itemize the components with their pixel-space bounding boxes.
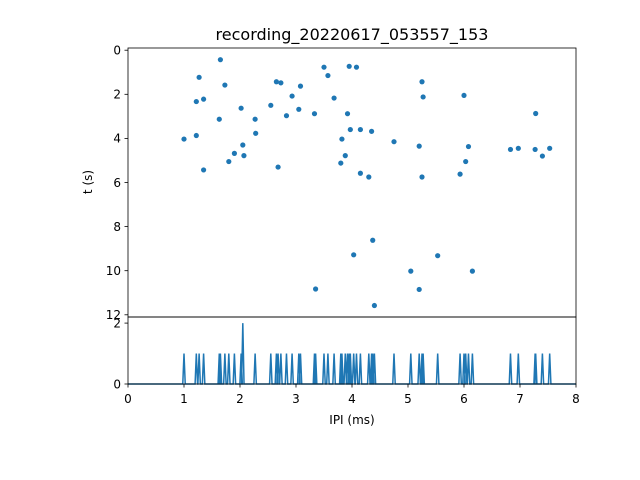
scatter-point: [268, 102, 274, 108]
scatter-point: [252, 116, 258, 122]
chart-title: recording_20220617_053557_153: [216, 25, 489, 45]
scatter-point: [193, 132, 199, 139]
scatter-point: [371, 302, 377, 309]
scatter-point: [283, 113, 290, 119]
histogram-x-axis-label: IPI (ms): [329, 413, 374, 427]
scatter-point: [226, 158, 232, 165]
scatter-point: [325, 72, 331, 79]
scatter-point: [547, 145, 553, 151]
scatter-point: [240, 142, 246, 148]
scatter-point: [369, 128, 375, 134]
histogram-x-tick-label: 4: [348, 392, 356, 406]
scatter-point: [469, 268, 475, 274]
scatter-point: [533, 110, 539, 117]
histogram-y-tick-label: 0: [113, 377, 121, 391]
scatter-point: [366, 174, 372, 180]
scatter-y-tick-label: 8: [113, 220, 121, 234]
scatter-point: [321, 64, 327, 70]
scatter-y-ticks: 0 2 4 6 8 10 12: [106, 44, 128, 322]
scatter-point: [416, 286, 422, 293]
histogram-x-ticks: 0 1 2 3 4 5 6 7 8: [124, 384, 580, 406]
scatter-point: [278, 80, 284, 86]
scatter-point: [419, 174, 425, 180]
scatter-point: [216, 116, 222, 122]
scatter-point: [532, 146, 538, 153]
scatter-point: [408, 268, 414, 274]
scatter-point: [241, 153, 247, 159]
scatter-point: [419, 79, 425, 85]
scatter-point: [231, 150, 237, 156]
scatter-point: [342, 153, 348, 159]
scatter-point: [515, 145, 521, 151]
scatter-point: [463, 158, 469, 165]
scatter-point: [461, 92, 467, 99]
scatter-point: [346, 63, 352, 69]
scatter-point: [353, 64, 360, 70]
scatter-y-tick-label: 4: [113, 132, 121, 146]
scatter-point: [465, 143, 472, 150]
scatter-point: [222, 82, 228, 88]
histogram-x-tick-label: 7: [516, 392, 524, 406]
scatter-point: [181, 136, 187, 142]
scatter-y-axis-label: t (s): [81, 170, 95, 194]
histogram-x-tick-label: 6: [460, 392, 468, 406]
histogram-x-tick-label: 2: [236, 392, 244, 406]
scatter-point: [338, 160, 344, 166]
scatter-point: [339, 136, 345, 142]
histogram-x-tick-label: 3: [292, 392, 300, 406]
scatter-point: [357, 126, 363, 133]
scatter-point: [273, 79, 279, 85]
scatter-point: [296, 106, 302, 112]
histogram-x-tick-label: 8: [572, 392, 580, 406]
scatter-y-tick-label: 12: [106, 308, 121, 322]
scatter-point: [196, 74, 202, 80]
scatter-point: [457, 171, 463, 177]
scatter-point: [420, 94, 426, 100]
scatter-point: [507, 146, 514, 153]
histogram-x-tick-label: 0: [124, 392, 132, 406]
histogram-y-ticks: 02: [113, 316, 128, 391]
scatter-point: [253, 130, 259, 136]
scatter-point: [331, 95, 337, 101]
scatter-point: [357, 170, 363, 176]
scatter-point: [275, 164, 281, 170]
scatter-y-tick-label: 0: [113, 44, 121, 58]
scatter-point: [539, 153, 546, 159]
scatter-point: [311, 111, 318, 117]
scatter-point: [238, 105, 244, 111]
scatter-point: [416, 143, 422, 149]
scatter-point: [344, 111, 351, 117]
scatter-point: [391, 139, 397, 145]
scatter-point: [193, 98, 199, 105]
scatter-point: [370, 237, 376, 243]
scatter-point: [289, 93, 295, 99]
histogram-x-tick-label: 1: [180, 392, 188, 406]
scatter-point: [297, 83, 304, 89]
histogram-y-tick-label: 2: [113, 316, 121, 330]
scatter-plot: 0 2 4 6 8 10 12 t (s): [81, 44, 577, 322]
scatter-y-tick-label: 6: [113, 176, 121, 190]
scatter-point: [435, 253, 441, 259]
scatter-point: [313, 286, 319, 292]
scatter-point: [201, 96, 207, 102]
scatter-point: [201, 167, 207, 173]
scatter-point: [217, 57, 223, 63]
scatter-y-tick-label: 2: [113, 88, 121, 102]
scatter-points: [181, 57, 553, 309]
histogram-x-tick-label: 5: [404, 392, 412, 406]
scatter-y-tick-label: 10: [106, 264, 121, 278]
scatter-point: [347, 126, 353, 133]
scatter-point: [351, 252, 357, 258]
histogram-axes-frame: [127, 316, 577, 385]
